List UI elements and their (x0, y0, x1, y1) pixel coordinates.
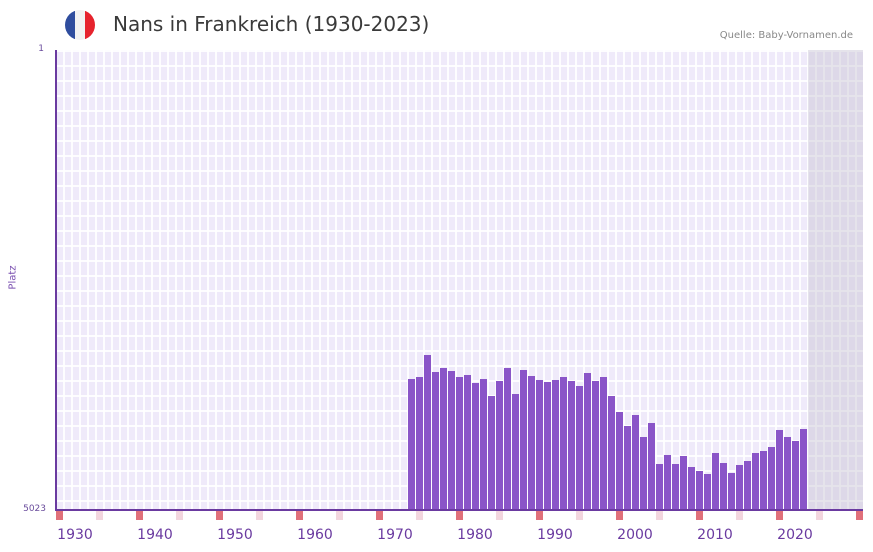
x-tick-label-1950: 1950 (217, 527, 253, 543)
bar-2018[interactable] (776, 429, 783, 510)
bar-2009[interactable] (704, 474, 711, 510)
year-marker-1933 (96, 511, 103, 520)
bar-1987[interactable] (528, 376, 535, 510)
bar-1977[interactable] (448, 370, 455, 510)
bar-1986[interactable] (520, 369, 527, 510)
y-axis-line (55, 50, 57, 510)
bar-2015[interactable] (752, 452, 759, 510)
x-tick-label-1990: 1990 (537, 527, 573, 543)
bar-1978[interactable] (456, 377, 463, 510)
bar-1973[interactable] (416, 377, 423, 510)
x-tick-label-1940: 1940 (137, 527, 173, 543)
plot-area (55, 50, 863, 510)
bar-2008[interactable] (696, 470, 703, 510)
year-marker-1988 (536, 511, 543, 520)
year-marker-1948 (216, 511, 223, 520)
bar-2004[interactable] (664, 454, 671, 510)
year-marker-2008 (696, 511, 703, 520)
year-marker-1968 (376, 511, 383, 520)
year-marker-2003 (656, 511, 663, 520)
bar-1972[interactable] (408, 379, 415, 510)
bar-1975[interactable] (432, 371, 439, 510)
bar-1983[interactable] (496, 380, 503, 510)
bar-1997[interactable] (608, 395, 615, 510)
year-marker-2023 (816, 511, 823, 520)
year-marker-1928 (56, 511, 63, 520)
bar-1998[interactable] (616, 412, 623, 510)
x-tick-label-1930: 1930 (57, 527, 93, 543)
x-tick-label-1960: 1960 (297, 527, 333, 543)
year-marker-1938 (136, 511, 143, 520)
x-tick-label-2010: 2010 (697, 527, 733, 543)
y-axis-top-label: 1 (38, 44, 44, 54)
x-tick-label-1980: 1980 (457, 527, 493, 543)
y-axis-title: Platz (7, 265, 19, 290)
bar-2006[interactable] (680, 455, 687, 510)
bar-1999[interactable] (624, 426, 631, 510)
bar-2010[interactable] (712, 452, 719, 510)
year-marker-1953 (256, 511, 263, 520)
bar-1995[interactable] (592, 380, 599, 510)
future-shaded-region (808, 50, 863, 510)
bar-1991[interactable] (560, 377, 567, 510)
y-axis-bottom-label: 5023 (23, 504, 46, 514)
bar-2017[interactable] (768, 446, 775, 510)
bar-1992[interactable] (568, 380, 575, 510)
france-flag-icon (65, 10, 95, 40)
x-tick-label-2020: 2020 (777, 527, 813, 543)
bar-1981[interactable] (480, 379, 487, 510)
x-tick-label-2000: 2000 (617, 527, 653, 543)
year-marker-1963 (336, 511, 343, 520)
x-axis-line (55, 509, 863, 511)
flag-red (85, 10, 95, 40)
bar-1980[interactable] (472, 382, 479, 510)
year-marker-2028 (856, 511, 863, 520)
bar-2011[interactable] (720, 462, 727, 510)
bar-1990[interactable] (552, 380, 559, 510)
bar-2013[interactable] (736, 464, 743, 510)
bar-2007[interactable] (688, 466, 695, 510)
bar-2000[interactable] (632, 415, 639, 510)
bar-2016[interactable] (760, 451, 767, 510)
bar-2019[interactable] (784, 437, 791, 510)
bar-1982[interactable] (488, 395, 495, 510)
year-marker-1973 (416, 511, 423, 520)
year-marker-1998 (616, 511, 623, 520)
bar-1979[interactable] (464, 375, 471, 510)
year-marker-2013 (736, 511, 743, 520)
year-marker-strip (55, 511, 863, 520)
bar-2005[interactable] (672, 463, 679, 510)
bar-2021[interactable] (800, 428, 807, 510)
year-marker-1943 (176, 511, 183, 520)
bar-1989[interactable] (544, 382, 551, 510)
bar-2012[interactable] (728, 473, 735, 510)
year-marker-1993 (576, 511, 583, 520)
bar-1993[interactable] (576, 385, 583, 510)
chart-title: Nans in Frankreich (1930-2023) (113, 12, 430, 36)
year-marker-1958 (296, 511, 303, 520)
bar-1985[interactable] (512, 393, 519, 510)
bar-2002[interactable] (648, 422, 655, 510)
bar-2001[interactable] (640, 437, 647, 510)
bar-1976[interactable] (440, 368, 447, 510)
year-marker-1978 (456, 511, 463, 520)
year-marker-2018 (776, 511, 783, 520)
bar-2003[interactable] (656, 463, 663, 510)
bar-1984[interactable] (504, 368, 511, 510)
flag-blue (65, 10, 75, 40)
x-tick-label-1970: 1970 (377, 527, 413, 543)
bar-1974[interactable] (424, 355, 431, 510)
bar-1994[interactable] (584, 372, 591, 510)
bar-2014[interactable] (744, 461, 751, 510)
bar-1996[interactable] (600, 377, 607, 510)
bar-1988[interactable] (536, 380, 543, 510)
bar-2020[interactable] (792, 440, 799, 510)
source-credit: Quelle: Baby-Vornamen.de (719, 30, 853, 41)
year-marker-1983 (496, 511, 503, 520)
flag-white (75, 10, 85, 40)
